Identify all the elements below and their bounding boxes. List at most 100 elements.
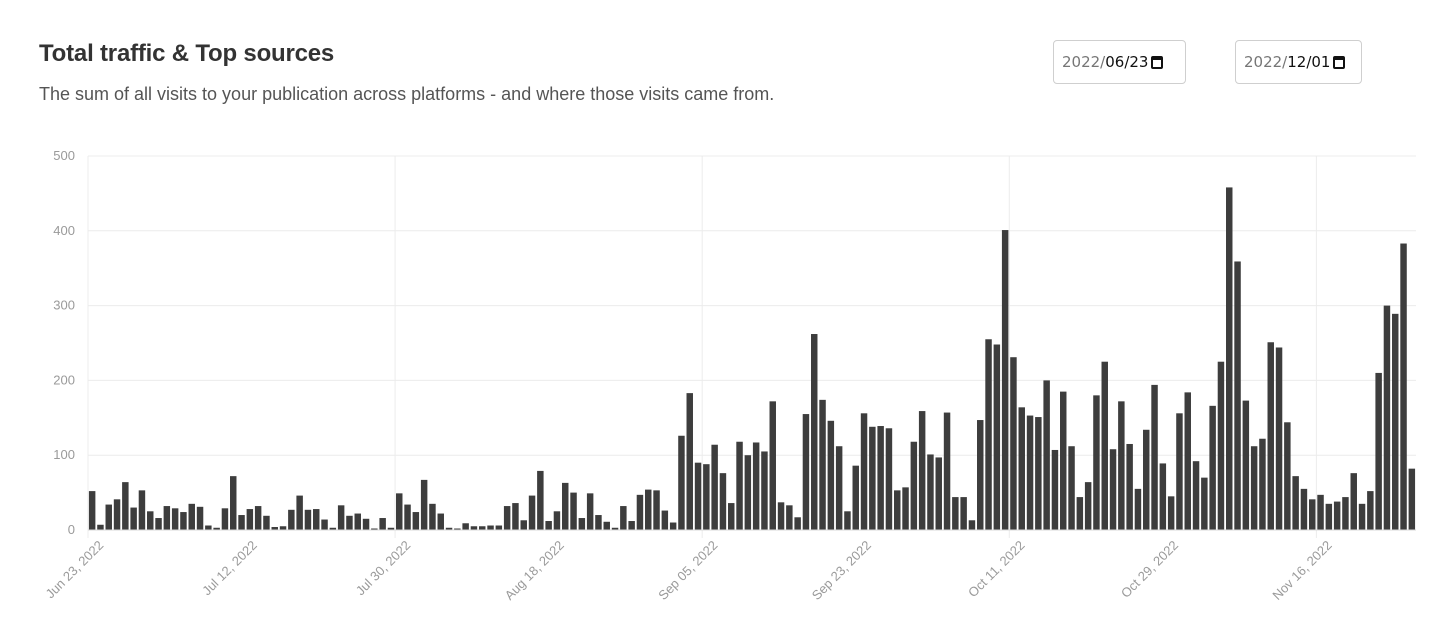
traffic-bar[interactable] — [595, 515, 602, 530]
traffic-bar[interactable] — [1375, 372, 1382, 530]
traffic-bar[interactable] — [993, 344, 1001, 531]
traffic-bar[interactable] — [860, 413, 868, 530]
traffic-bar[interactable] — [196, 506, 204, 530]
traffic-bar[interactable] — [1400, 243, 1407, 530]
traffic-bar[interactable] — [387, 527, 395, 530]
traffic-bar[interactable] — [678, 435, 685, 530]
traffic-bar[interactable] — [296, 495, 303, 530]
traffic-bar[interactable] — [877, 426, 884, 530]
traffic-bar[interactable] — [1159, 463, 1167, 530]
traffic-bar[interactable] — [288, 509, 295, 530]
traffic-bar[interactable] — [329, 527, 337, 530]
end-date-input[interactable]: 2022/12/01 — [1235, 40, 1362, 84]
traffic-bar[interactable] — [396, 493, 403, 530]
traffic-bar[interactable] — [1060, 391, 1067, 530]
traffic-bar[interactable] — [479, 526, 486, 530]
traffic-bar[interactable] — [105, 504, 112, 530]
traffic-bar[interactable] — [553, 511, 561, 530]
traffic-bar[interactable] — [147, 511, 154, 530]
traffic-bar[interactable] — [545, 521, 552, 530]
traffic-bar[interactable] — [1018, 407, 1025, 530]
traffic-bar[interactable] — [1026, 415, 1034, 530]
traffic-bar[interactable] — [163, 506, 171, 530]
traffic-bar[interactable] — [155, 518, 162, 530]
traffic-bar[interactable] — [728, 503, 735, 530]
traffic-bar[interactable] — [1192, 461, 1200, 530]
traffic-bar[interactable] — [1209, 405, 1216, 530]
traffic-bar[interactable] — [512, 503, 519, 530]
traffic-bar[interactable] — [171, 508, 179, 530]
traffic-bar[interactable] — [1284, 422, 1291, 530]
traffic-bar[interactable] — [1217, 361, 1225, 530]
traffic-bar[interactable] — [960, 497, 967, 530]
traffic-bar[interactable] — [703, 464, 710, 530]
traffic-bar[interactable] — [1118, 401, 1125, 530]
traffic-bar[interactable] — [130, 507, 137, 530]
traffic-bar[interactable] — [1267, 342, 1274, 530]
traffic-bar[interactable] — [694, 462, 702, 530]
traffic-bar[interactable] — [968, 520, 976, 530]
traffic-bar[interactable] — [379, 518, 386, 530]
traffic-bar[interactable] — [1109, 449, 1117, 530]
traffic-bar[interactable] — [628, 521, 635, 530]
traffic-bar[interactable] — [811, 334, 818, 530]
traffic-bar[interactable] — [1226, 187, 1233, 531]
traffic-bar[interactable] — [586, 493, 594, 530]
traffic-bar[interactable] — [138, 490, 146, 530]
traffic-bar[interactable] — [620, 506, 627, 530]
traffic-bar[interactable] — [769, 401, 776, 530]
traffic-bar[interactable] — [354, 513, 361, 530]
traffic-bar[interactable] — [1167, 496, 1175, 530]
start-date-input[interactable]: 2022/06/23 — [1053, 40, 1186, 84]
traffic-bar[interactable] — [719, 473, 727, 530]
traffic-bar[interactable] — [736, 441, 743, 530]
traffic-bar[interactable] — [495, 525, 503, 530]
traffic-bar[interactable] — [520, 520, 527, 530]
traffic-bar[interactable] — [869, 426, 876, 530]
traffic-bar[interactable] — [1292, 476, 1299, 530]
traffic-bar[interactable] — [1126, 443, 1133, 530]
traffic-bar[interactable] — [827, 420, 835, 530]
traffic-bar[interactable] — [180, 512, 187, 530]
traffic-bar[interactable] — [1309, 499, 1316, 530]
traffic-bar[interactable] — [445, 527, 453, 530]
traffic-bar[interactable] — [279, 526, 287, 530]
traffic-bar[interactable] — [1275, 347, 1283, 530]
traffic-bar[interactable] — [952, 497, 959, 530]
traffic-bar[interactable] — [313, 509, 320, 530]
traffic-bar[interactable] — [503, 506, 511, 530]
traffic-bar[interactable] — [802, 414, 810, 530]
calendar-icon[interactable] — [1151, 55, 1164, 69]
traffic-bar[interactable] — [1051, 449, 1059, 530]
traffic-bar[interactable] — [205, 525, 212, 530]
traffic-bar[interactable] — [1176, 413, 1183, 530]
traffic-bar[interactable] — [1134, 488, 1142, 530]
traffic-bar[interactable] — [346, 515, 353, 530]
traffic-bar[interactable] — [562, 482, 569, 530]
traffic-bar[interactable] — [777, 502, 785, 530]
traffic-bar[interactable] — [321, 519, 328, 530]
traffic-bar[interactable] — [1259, 438, 1266, 530]
traffic-bar[interactable] — [1367, 491, 1374, 530]
traffic-bar[interactable] — [1068, 446, 1075, 530]
traffic-bar[interactable] — [188, 503, 195, 530]
traffic-bar[interactable] — [752, 442, 760, 530]
traffic-bar[interactable] — [1001, 230, 1009, 531]
traffic-bar[interactable] — [429, 503, 436, 530]
traffic-bar[interactable] — [885, 428, 893, 530]
traffic-bar[interactable] — [470, 526, 478, 530]
traffic-bar[interactable] — [304, 509, 312, 530]
traffic-bar[interactable] — [1300, 488, 1308, 530]
traffic-bar[interactable] — [263, 515, 270, 530]
traffic-bar[interactable] — [611, 527, 619, 530]
traffic-bar[interactable] — [528, 495, 536, 530]
traffic-bar[interactable] — [910, 441, 918, 530]
traffic-bar[interactable] — [1383, 305, 1391, 530]
traffic-bar[interactable] — [603, 521, 610, 530]
traffic-bar[interactable] — [1234, 261, 1241, 530]
traffic-bar[interactable] — [786, 505, 793, 530]
traffic-bar[interactable] — [661, 510, 669, 530]
traffic-bar[interactable] — [1143, 429, 1150, 530]
traffic-bar[interactable] — [985, 339, 992, 530]
traffic-bar[interactable] — [1342, 497, 1349, 530]
